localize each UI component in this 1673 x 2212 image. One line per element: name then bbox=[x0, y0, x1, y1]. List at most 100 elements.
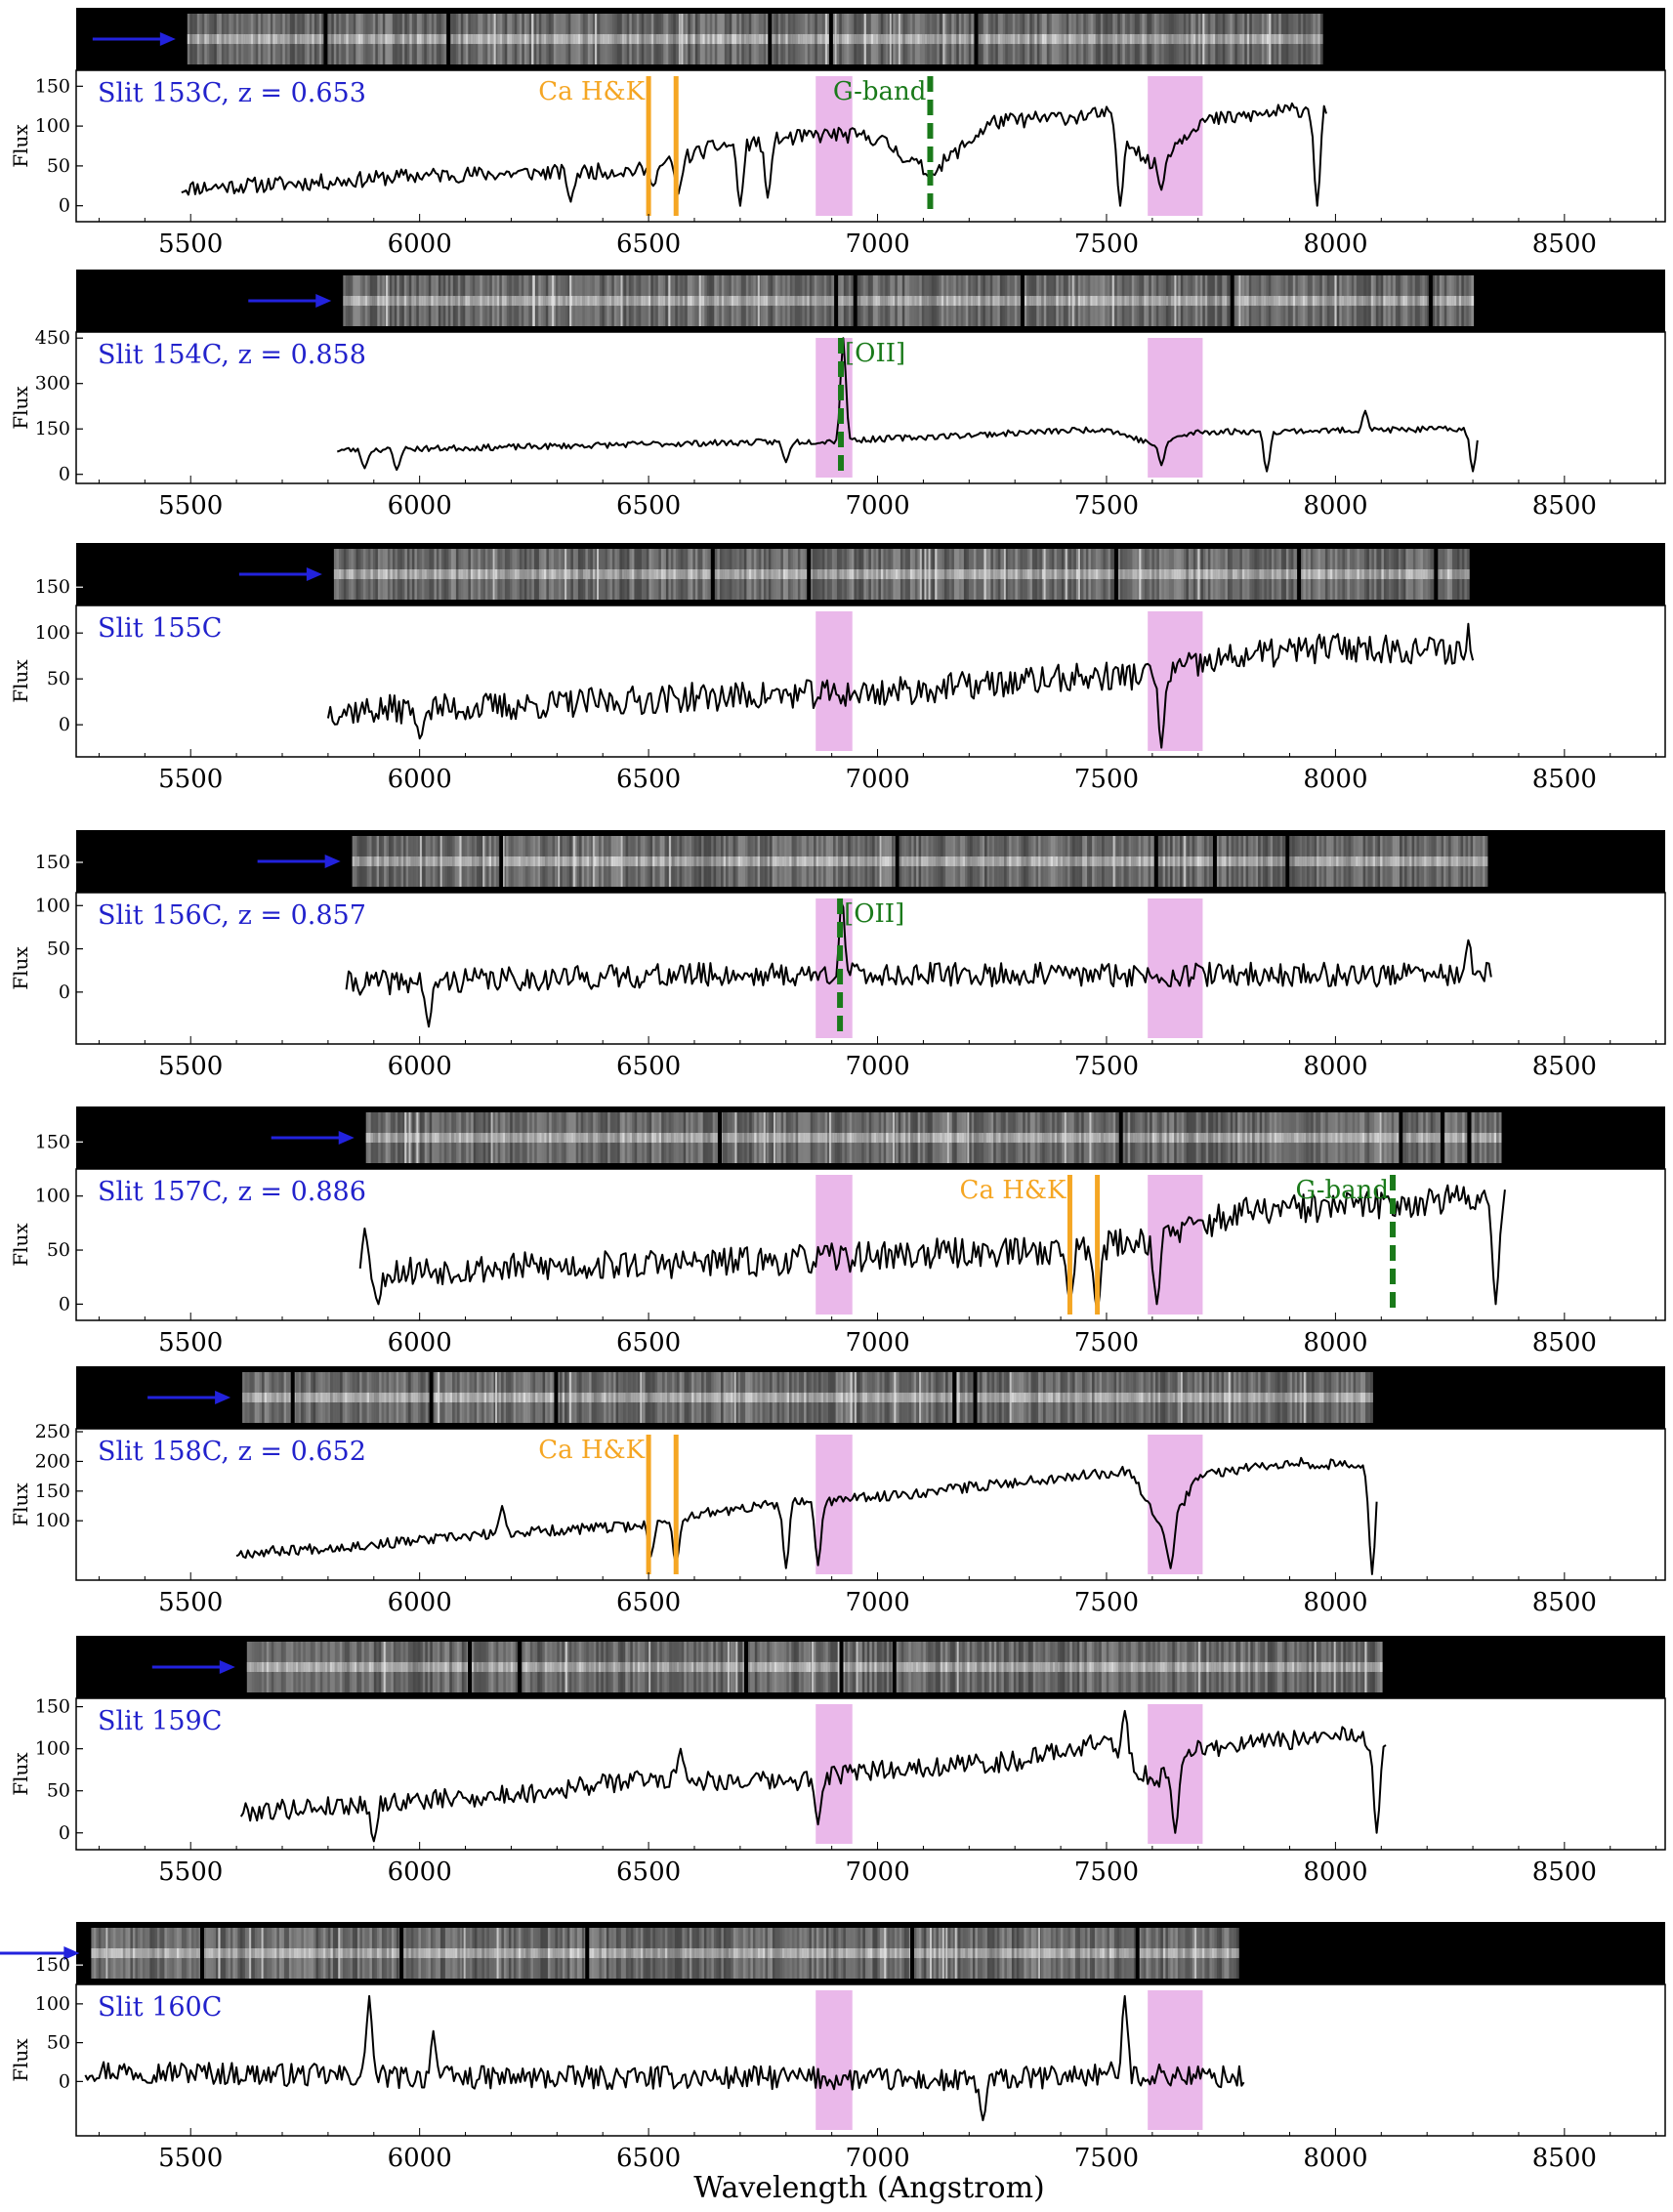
telluric-shade bbox=[1148, 898, 1203, 1038]
spectrum-strip-2d bbox=[187, 12, 1323, 66]
x-tick-label: 6000 bbox=[388, 491, 452, 521]
y-axis-label: Flux bbox=[9, 1752, 32, 1796]
y-tick-label: 150 bbox=[35, 576, 70, 598]
spectrum-line bbox=[181, 102, 1327, 207]
x-tick-label: 6000 bbox=[388, 1857, 452, 1887]
slit-label: Slit 154C, z = 0.858 bbox=[98, 340, 366, 370]
slit-label: Slit 155C bbox=[98, 613, 222, 644]
x-tick-label: 5500 bbox=[158, 230, 223, 259]
spectrum-strip-2d bbox=[242, 1370, 1373, 1425]
slit-arrow-head bbox=[324, 855, 341, 868]
x-tick-label: 8500 bbox=[1532, 1052, 1597, 1081]
spectrum-strip-2d bbox=[333, 547, 1470, 602]
x-tick-label: 8500 bbox=[1532, 1857, 1597, 1887]
y-tick-label: 50 bbox=[47, 1239, 70, 1261]
panel-slit-160C: Slit 160C 0 50 100 150 5500 6000 6500 7000 7500 80… bbox=[0, 1922, 1666, 2173]
telluric-shade bbox=[1148, 338, 1203, 478]
y-tick-label: 150 bbox=[35, 75, 70, 97]
y-tick-label: 150 bbox=[35, 852, 70, 873]
x-tick-label: 7500 bbox=[1074, 491, 1139, 521]
spectra-panels: Ca H&K G-band Slit 153C, z = 0.653 0 50 100 15… bbox=[0, 8, 1666, 2173]
y-axis-label: Flux bbox=[9, 386, 32, 430]
slit-label: Slit 157C, z = 0.886 bbox=[98, 1177, 366, 1207]
x-tick-label: 5500 bbox=[158, 1588, 223, 1617]
y-axis-label: Flux bbox=[9, 1223, 32, 1267]
x-tick-label: 5500 bbox=[158, 491, 223, 521]
x-tick-label: 5500 bbox=[158, 1052, 223, 1081]
x-tick-label: 8500 bbox=[1532, 1588, 1597, 1617]
telluric-shade bbox=[816, 338, 853, 478]
x-tick-label: 7500 bbox=[1074, 1588, 1139, 1617]
panel-slit-159C: Slit 159C 0 50 100 150 5500 6000 6500 7000 7500 80… bbox=[9, 1636, 1666, 1887]
spectrum-line bbox=[239, 1709, 1387, 1843]
x-tick-label: 6000 bbox=[388, 230, 452, 259]
slit-label: Slit 158C, z = 0.652 bbox=[98, 1437, 366, 1467]
x-tick-label: 7000 bbox=[845, 765, 909, 794]
x-tick-label: 8500 bbox=[1532, 765, 1597, 794]
slit-arrow-head bbox=[63, 1946, 80, 1960]
spectrum-strip-2d bbox=[365, 1110, 1502, 1165]
x-tick-label: 8000 bbox=[1303, 1588, 1367, 1617]
x-tick-label: 6000 bbox=[388, 765, 452, 794]
y-tick-label: 150 bbox=[35, 1481, 70, 1502]
x-tick-label: 8000 bbox=[1303, 230, 1367, 259]
spectrum-strip-2d bbox=[246, 1640, 1383, 1694]
y-tick-label: 100 bbox=[35, 622, 70, 644]
y-tick-label: 100 bbox=[35, 895, 70, 916]
x-axis-label: Wavelength (Angstrom) bbox=[693, 2171, 1045, 2205]
y-tick-label: 0 bbox=[59, 1822, 70, 1844]
x-tick-label: 6500 bbox=[616, 765, 681, 794]
y-tick-label: 0 bbox=[59, 2070, 70, 2092]
slit-label: Slit 153C, z = 0.653 bbox=[98, 78, 366, 108]
y-tick-label: 100 bbox=[35, 1993, 70, 2015]
x-tick-label: 7000 bbox=[845, 230, 909, 259]
x-tick-label: 7500 bbox=[1074, 1857, 1139, 1887]
spectrum-line bbox=[84, 1994, 1245, 2122]
y-tick-label: 100 bbox=[35, 115, 70, 137]
y-tick-label: 50 bbox=[47, 939, 70, 960]
slit-label: Slit 156C, z = 0.857 bbox=[98, 900, 366, 931]
y-tick-label: 0 bbox=[59, 464, 70, 485]
y-axis-label: Flux bbox=[9, 659, 32, 703]
x-tick-label: 8000 bbox=[1303, 1857, 1367, 1887]
y-tick-label: 200 bbox=[35, 1450, 70, 1472]
panel-slit-153C: Ca H&K G-band Slit 153C, z = 0.653 0 50 100 15… bbox=[9, 8, 1666, 259]
plot-frame bbox=[75, 1697, 1666, 1851]
plot-frame bbox=[75, 331, 1666, 484]
slit-arrow-head bbox=[306, 567, 322, 581]
y-tick-label: 50 bbox=[47, 668, 70, 689]
spectrum-strip-2d bbox=[343, 273, 1475, 328]
x-tick-label: 8500 bbox=[1532, 491, 1597, 521]
x-tick-label: 7500 bbox=[1074, 2144, 1139, 2173]
y-tick-label: 0 bbox=[59, 195, 70, 217]
y-tick-label: 50 bbox=[47, 2032, 70, 2054]
plot-area bbox=[76, 1429, 1665, 1580]
x-tick-label: 6500 bbox=[616, 230, 681, 259]
ca-hk-label: Ca H&K bbox=[960, 1176, 1067, 1205]
spectrum-line bbox=[358, 1184, 1506, 1315]
x-tick-label: 6000 bbox=[388, 2144, 452, 2173]
x-tick-label: 7000 bbox=[845, 1857, 909, 1887]
telluric-shade bbox=[816, 1175, 853, 1315]
feature-label: G-band bbox=[833, 77, 927, 106]
x-tick-label: 5500 bbox=[158, 765, 223, 794]
telluric-shade bbox=[816, 76, 853, 216]
y-tick-label: 100 bbox=[35, 1738, 70, 1760]
telluric-shade bbox=[816, 898, 853, 1038]
x-tick-label: 5500 bbox=[158, 1328, 223, 1357]
y-tick-label: 150 bbox=[35, 1131, 70, 1152]
y-tick-label: 450 bbox=[35, 327, 70, 349]
spectrum-line bbox=[345, 900, 1492, 1028]
spectrum-line bbox=[336, 337, 1479, 473]
x-tick-label: 8000 bbox=[1303, 491, 1367, 521]
plot-frame bbox=[75, 605, 1666, 758]
slit-arrow-head bbox=[338, 1131, 355, 1145]
slit-arrow-head bbox=[219, 1660, 235, 1674]
x-tick-label: 5500 bbox=[158, 1857, 223, 1887]
x-tick-label: 7500 bbox=[1074, 1328, 1139, 1357]
x-tick-label: 6500 bbox=[616, 2144, 681, 2173]
x-tick-label: 6500 bbox=[616, 1328, 681, 1357]
x-tick-label: 7000 bbox=[845, 2144, 909, 2173]
y-tick-label: 300 bbox=[35, 373, 70, 395]
y-tick-label: 150 bbox=[35, 1954, 70, 1976]
